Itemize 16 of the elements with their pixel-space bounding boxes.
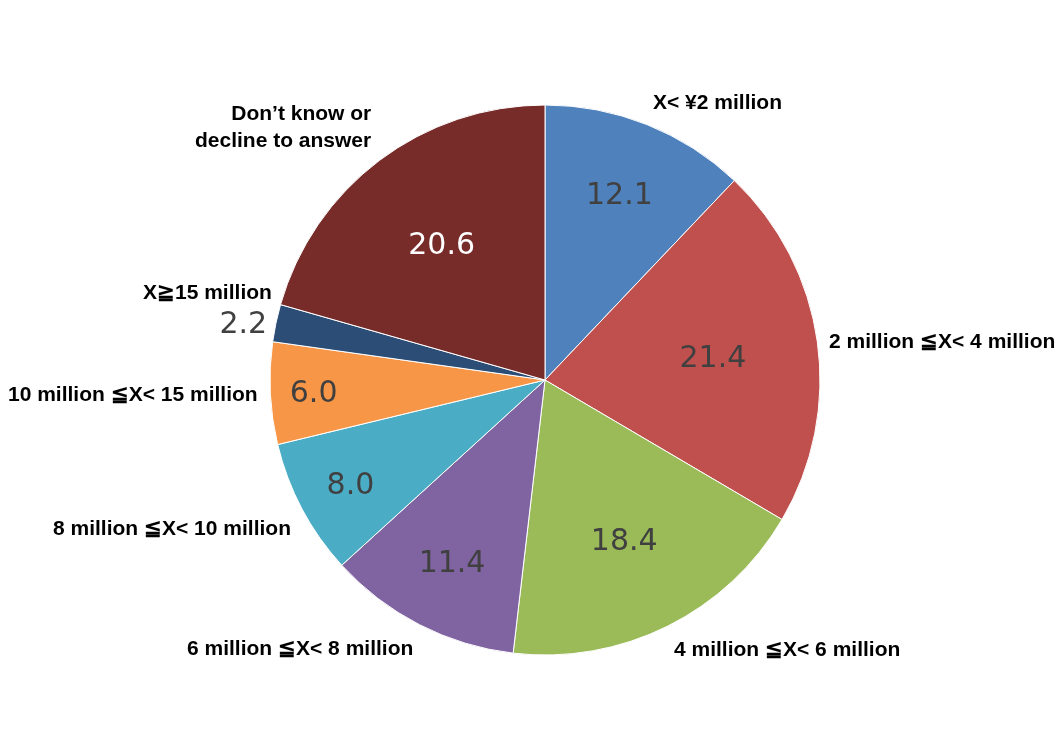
data-label: 20.6 <box>408 225 476 261</box>
data-label: 2.2 <box>219 304 268 340</box>
slice-label: 8 million ≦X< 10 million <box>53 516 291 539</box>
slice-label: 4 million ≦X< 6 million <box>674 637 901 660</box>
slice-label: X< ¥2 million <box>653 90 782 113</box>
data-label: 12.1 <box>585 176 653 212</box>
slice-label: Don’t know or decline to answer <box>195 101 372 152</box>
slice-label: 2 million ≦X< 4 million <box>829 329 1056 352</box>
slice-label: X≧15 million <box>143 280 272 303</box>
data-label: 18.4 <box>590 521 658 557</box>
data-label: 8.0 <box>326 465 375 501</box>
slice-label: 6 million ≦X< 8 million <box>187 636 414 659</box>
data-label: 6.0 <box>289 373 338 409</box>
slice-label: 10 million ≦X< 15 million <box>8 382 258 405</box>
data-label: 21.4 <box>679 338 747 374</box>
data-label: 11.4 <box>418 543 486 579</box>
